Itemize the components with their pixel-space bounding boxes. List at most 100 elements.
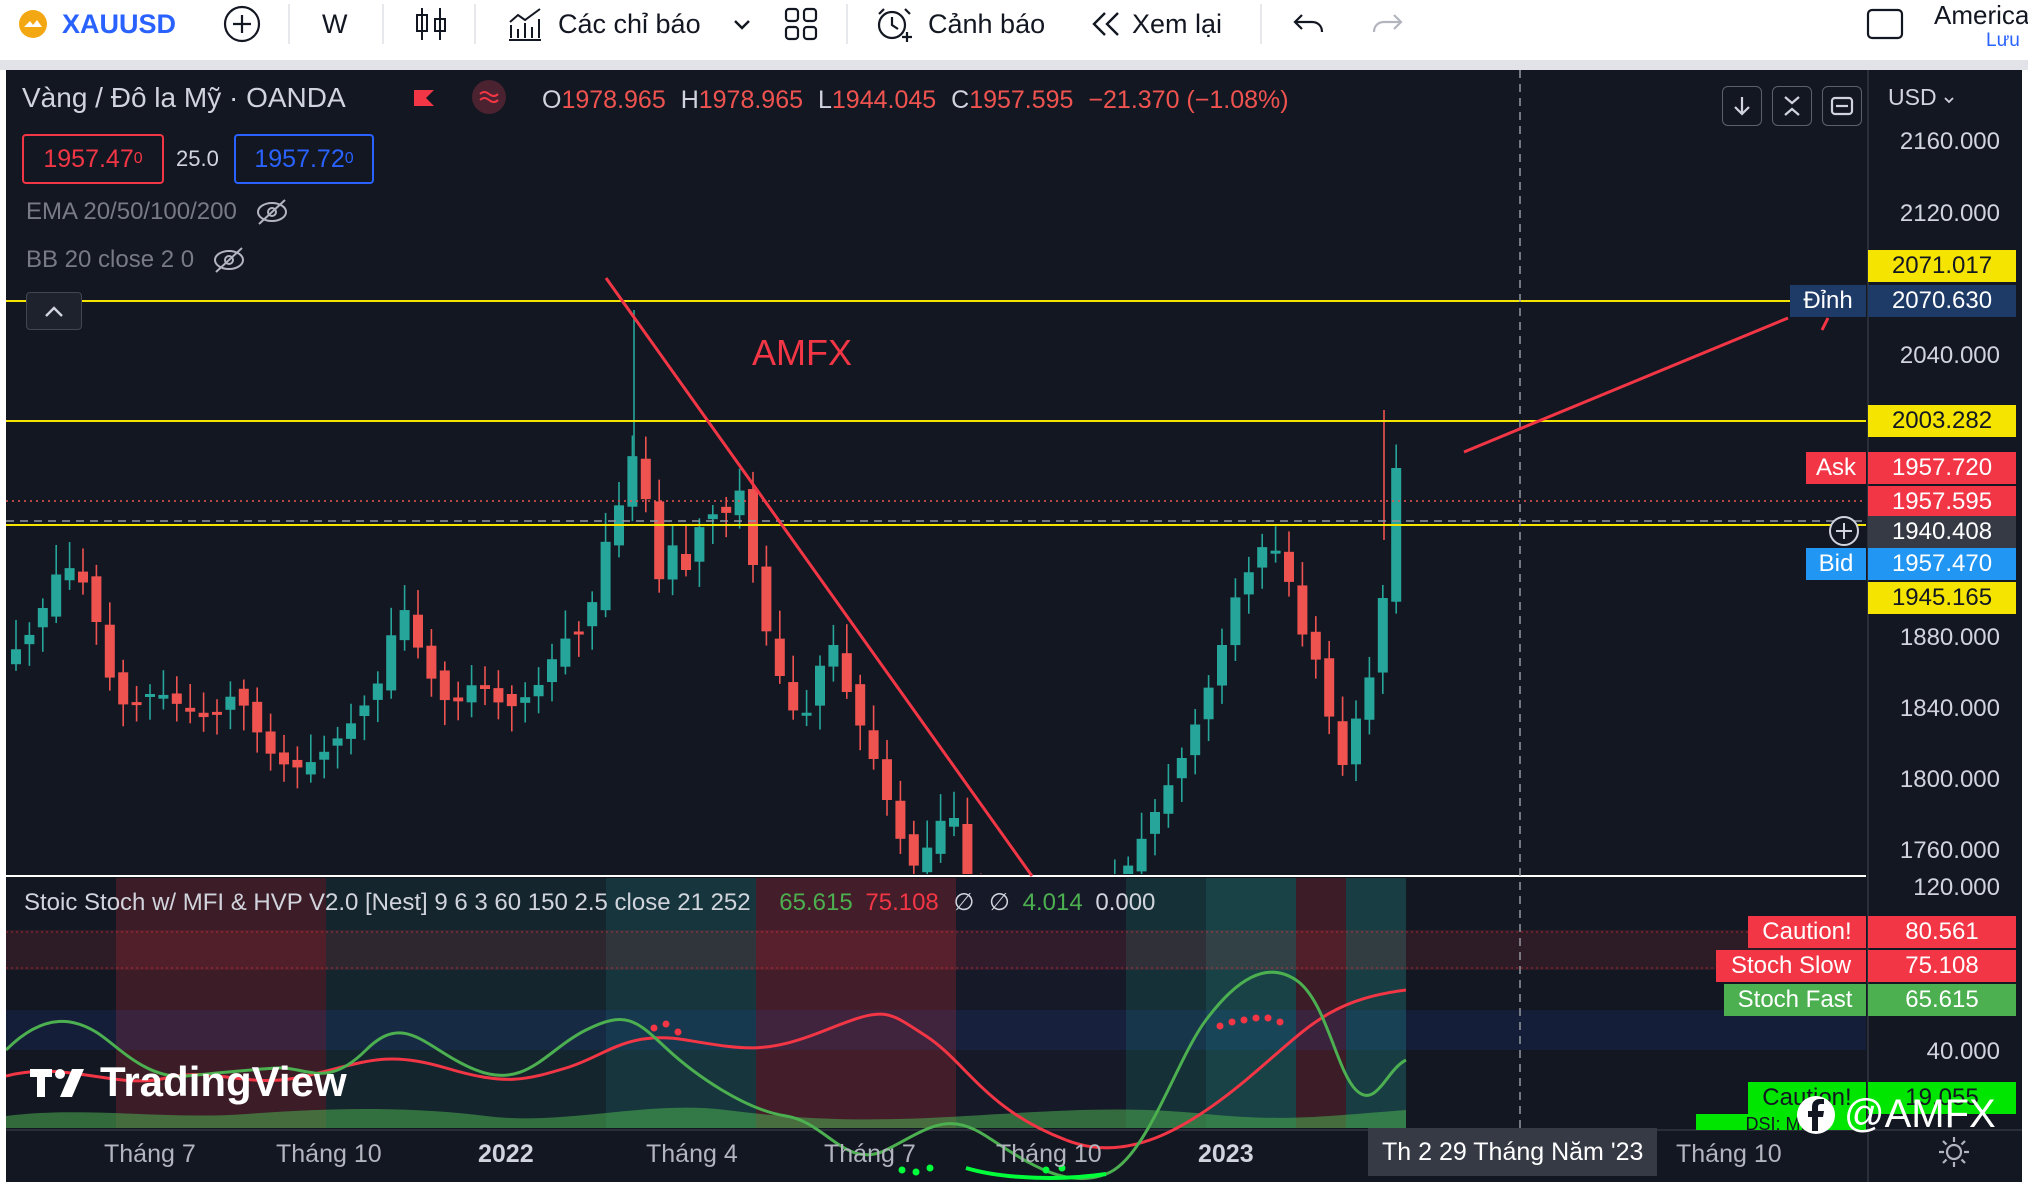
candle-body: [1337, 721, 1348, 765]
candle-body: [1351, 718, 1361, 765]
redo-icon: [1372, 14, 1403, 33]
eye-hidden-icon[interactable]: [255, 198, 289, 226]
redo-button[interactable]: [1370, 0, 1404, 48]
interval-label: W: [322, 8, 348, 39]
overbought-dot: [674, 1028, 682, 1036]
change-value: −21.370 (−1.08%): [1088, 86, 1289, 114]
crosshair-plus-icon[interactable]: [1829, 516, 1859, 546]
layouts-button[interactable]: [784, 0, 818, 48]
amfx-annotation[interactable]: AMFX: [752, 332, 853, 373]
oscillator-legend[interactable]: Stoic Stoch w/ MFI & HVP V2.0 [Nest] 9 6…: [24, 888, 1155, 917]
price-axis-label: 2040.000: [1899, 342, 2000, 369]
candle-body: [547, 659, 557, 683]
symbol-button[interactable]: XAUUSD: [18, 0, 176, 48]
caution-low-tag-label: Caution!: [1748, 1082, 1866, 1114]
uptrend-line[interactable]: [1463, 316, 1789, 454]
chart-type-button[interactable]: [414, 0, 448, 48]
candle-body: [1324, 658, 1335, 717]
price-axis-label: 2160.000: [1899, 128, 2000, 155]
stoch-slow-tag-label: Stoch Slow: [1716, 950, 1866, 982]
candle-body: [667, 545, 678, 580]
stoch-fast-line: [6, 1018, 1107, 1181]
undo-button[interactable]: [1292, 0, 1326, 48]
templates-dropdown-button[interactable]: [730, 0, 754, 48]
candle-body: [332, 738, 343, 746]
candle-body: [748, 489, 758, 565]
osc-value-hvp: 0.000: [1095, 889, 1156, 916]
caution-low-tag-value: 19.055: [1868, 1082, 2016, 1114]
chevron-up-icon: [45, 306, 63, 317]
compare-button[interactable]: [222, 0, 262, 48]
candle-body: [279, 752, 289, 765]
stoch-fast-line: [1105, 970, 1407, 1176]
indicators-chart-icon: [509, 8, 541, 41]
candle-body: [493, 688, 504, 703]
alerts-button[interactable]: Cảnh báo: [874, 0, 1045, 48]
time-axis-label: 2022: [478, 1140, 534, 1168]
fullscreen-button[interactable]: [1866, 0, 1904, 48]
osc-value-mfi: 4.014: [1022, 889, 1083, 916]
currency-selector[interactable]: USD: [1888, 84, 1955, 111]
buy-price-sup: 0: [344, 150, 354, 167]
tradingview-logo-icon: [30, 1069, 84, 1097]
candle-body: [1243, 572, 1254, 595]
indicators-button[interactable]: Các chỉ báo: [506, 0, 701, 48]
candle-body: [238, 688, 249, 706]
candle-body: [1203, 687, 1214, 720]
candle-body: [1297, 585, 1308, 635]
chart-canvas[interactable]: [6, 70, 2022, 1182]
candle-body: [1150, 812, 1160, 834]
bb-indicator-row[interactable]: BB 20 close 2 0: [26, 246, 246, 274]
candle-body: [681, 554, 691, 570]
currency-label: USD: [1888, 84, 1937, 110]
overbought-dot: [650, 1024, 658, 1032]
caution-low-segment: [965, 1166, 1107, 1180]
candle-body: [841, 653, 852, 692]
price-tag-level-top: 2071.017: [1868, 250, 2016, 282]
eye-hidden-icon[interactable]: [212, 246, 246, 274]
region-label[interactable]: America: [1934, 0, 2028, 30]
ema-indicator-row[interactable]: EMA 20/50/100/200: [26, 198, 289, 226]
overbought-dot: [1216, 1022, 1224, 1030]
amfx-handle: @AMFX: [1844, 1092, 1996, 1136]
spread-value: 25.0: [176, 146, 219, 171]
candle-body: [828, 645, 839, 667]
sell-button[interactable]: 1957.47 0: [22, 134, 164, 184]
oscillator-zone: [1296, 878, 1346, 1128]
oscillator-zone: [326, 878, 606, 1128]
candle-body: [694, 527, 705, 562]
buy-button[interactable]: 1957.72 0: [234, 134, 374, 184]
candle-body: [1176, 758, 1187, 779]
downtrend-line[interactable]: [604, 277, 1034, 877]
collapse-legend-button[interactable]: [26, 292, 82, 330]
candle-body: [346, 723, 356, 739]
candle-body: [1217, 645, 1227, 686]
candle-body: [118, 672, 129, 705]
candle-body: [37, 608, 48, 628]
peak-tag-label: Đỉnh: [1790, 285, 1866, 317]
save-button[interactable]: Lưu: [1986, 30, 2020, 51]
price-axis-label: 1880.000: [1899, 624, 2000, 651]
overbought-band: [6, 930, 1866, 970]
scroll-to-latest-button[interactable]: [1722, 86, 1762, 126]
replay-button[interactable]: Xem lại: [1090, 0, 1222, 48]
time-axis-label: Tháng 10: [1676, 1140, 1782, 1168]
toolbar-divider: [382, 4, 384, 44]
indicator-wave-icon[interactable]: [472, 80, 506, 114]
candle-body: [560, 638, 571, 667]
oversold-dot: [912, 1168, 920, 1176]
collapse-pane-button[interactable]: [1772, 86, 1812, 126]
oscillator-zone: [116, 878, 326, 1128]
candle-body: [453, 697, 464, 702]
candle-body: [1284, 551, 1294, 582]
chart-area[interactable]: Vàng / Đô la Mỹ · OANDA O1978.965 H1978.…: [6, 70, 2022, 1182]
candle-body: [104, 624, 115, 678]
maximize-pane-button[interactable]: [1822, 86, 1862, 126]
candle-body: [1136, 838, 1147, 872]
candle-body: [895, 800, 906, 839]
chevron-down-icon: [1944, 97, 1954, 104]
interval-button[interactable]: W: [322, 0, 347, 48]
osc-value-na-2: ∅: [989, 889, 1010, 916]
candle-body: [922, 847, 933, 873]
settings-gear-icon[interactable]: [1936, 1134, 1976, 1174]
